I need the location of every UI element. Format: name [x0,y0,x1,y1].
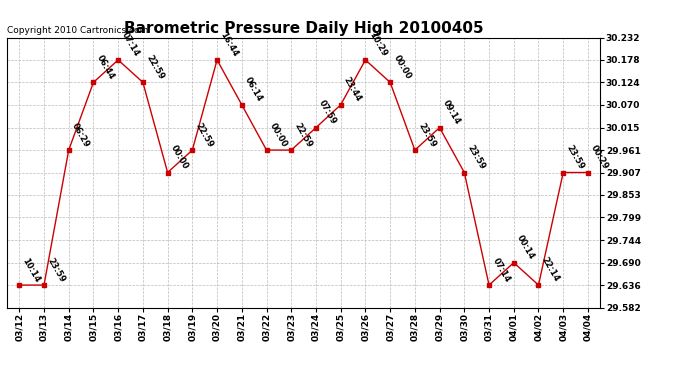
Text: 07:14: 07:14 [119,31,141,58]
Text: 23:59: 23:59 [564,144,586,171]
Text: 22:59: 22:59 [293,121,314,148]
Text: 23:59: 23:59 [466,144,487,171]
Text: 10:29: 10:29 [367,31,388,58]
Text: 23:59: 23:59 [416,121,437,148]
Text: 00:00: 00:00 [268,122,289,148]
Text: 09:14: 09:14 [441,99,462,126]
Text: 00:29: 00:29 [589,144,611,171]
Text: 00:00: 00:00 [169,144,190,171]
Text: 06:44: 06:44 [95,53,116,81]
Text: 00:00: 00:00 [391,54,413,81]
Text: 16:44: 16:44 [219,31,239,58]
Text: 22:14: 22:14 [540,256,561,284]
Text: 07:59: 07:59 [317,99,338,126]
Text: 22:59: 22:59 [194,121,215,148]
Text: 07:14: 07:14 [491,256,511,284]
Text: Copyright 2010 Cartronics.com: Copyright 2010 Cartronics.com [7,26,148,35]
Text: 10:14: 10:14 [21,256,42,284]
Text: 06:14: 06:14 [243,76,264,104]
Text: 00:14: 00:14 [515,234,536,261]
Text: 22:59: 22:59 [144,53,166,81]
Text: 23:44: 23:44 [342,76,363,104]
Title: Barometric Pressure Daily High 20100405: Barometric Pressure Daily High 20100405 [124,21,484,36]
Text: 06:29: 06:29 [70,121,91,148]
Text: 23:59: 23:59 [46,256,66,284]
